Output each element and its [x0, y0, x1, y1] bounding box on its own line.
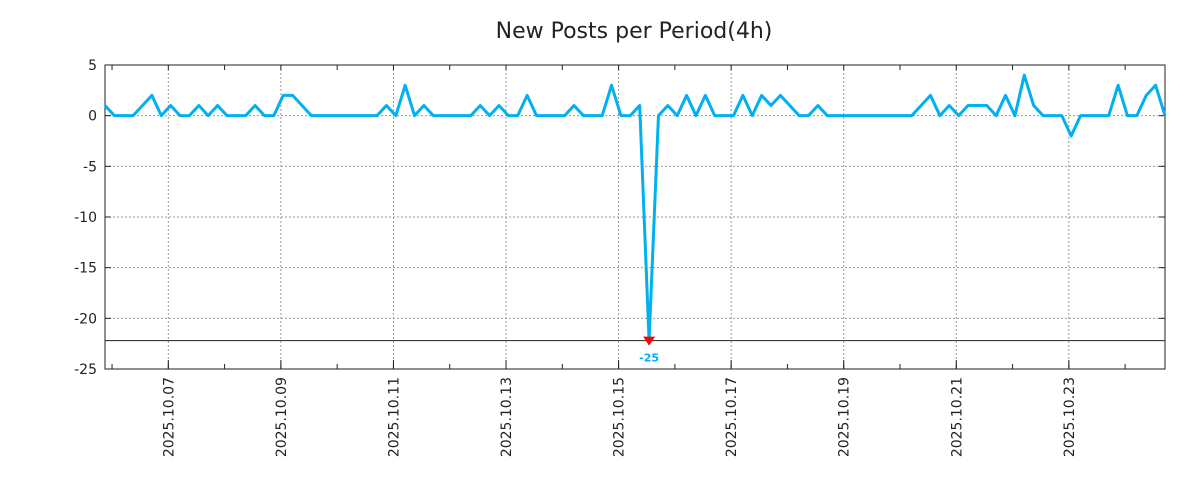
y-tick-label: -5 [83, 159, 97, 175]
y-tick-label: -25 [74, 362, 97, 378]
y-tick-label: -10 [74, 210, 97, 226]
x-tick-label: 2025.10.09 [274, 377, 290, 457]
y-tick-label: -15 [74, 261, 97, 277]
annotations: -25 [105, 337, 1165, 365]
series-line [105, 75, 1165, 340]
axes: 5 0 -5 -10 -15 -20 -25 2025.10.07 2025.10.09 2025… [74, 58, 1165, 457]
x-tick-label: 2025.10.23 [1062, 377, 1078, 457]
x-tick-label: 2025.10.07 [161, 377, 177, 457]
x-tick-label: 2025.10.19 [837, 377, 853, 457]
y-tick-label: 5 [88, 58, 97, 74]
chart-title: New Posts per Period(4h) [496, 19, 773, 44]
x-tick-label: 2025.10.15 [612, 377, 628, 457]
x-tick-label: 2025.10.13 [499, 377, 515, 457]
series [105, 75, 1165, 341]
x-tick-label: 2025.10.21 [949, 377, 965, 457]
min-value-label: -25 [639, 352, 659, 365]
x-tick-label: 2025.10.11 [386, 377, 402, 457]
y-tick-label: 0 [88, 109, 97, 125]
y-tick-label: -20 [74, 311, 97, 327]
x-tick-label: 2025.10.17 [724, 377, 740, 457]
